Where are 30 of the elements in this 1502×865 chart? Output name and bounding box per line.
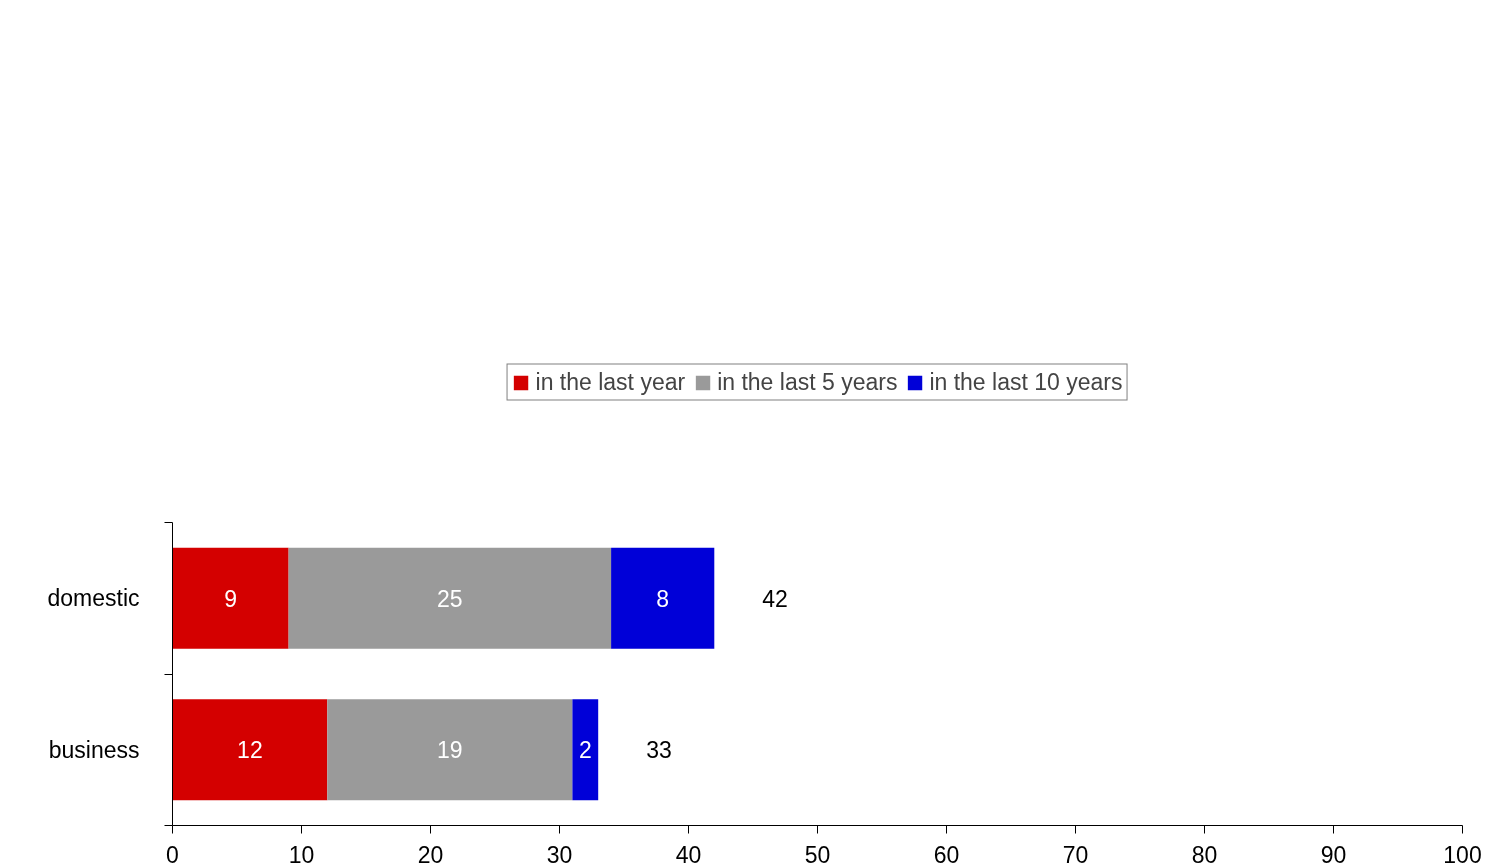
- bar: [172, 699, 328, 801]
- bar: [288, 547, 612, 649]
- x-tick-label: 30: [546, 841, 573, 865]
- x-tick-label: 60: [933, 841, 960, 865]
- legend-label: in the last 10 years: [929, 368, 1123, 396]
- x-tick-label: 90: [1320, 841, 1347, 865]
- data-label: 8: [656, 585, 670, 612]
- x-tick-label: 20: [417, 841, 444, 865]
- bar: [611, 547, 715, 649]
- legend-label: in the last year: [535, 368, 686, 396]
- x-tick-label: 10: [288, 841, 315, 865]
- data-label: 25: [437, 585, 463, 612]
- data-label: 9: [224, 585, 237, 612]
- bar: [172, 547, 289, 649]
- x-tick-label: 40: [675, 841, 702, 865]
- bar: [327, 699, 573, 801]
- x-tick-label: 80: [1191, 841, 1218, 865]
- bar: [572, 699, 599, 801]
- data-label: 2: [578, 737, 592, 764]
- total-label: 42: [762, 585, 788, 612]
- data-label: 19: [437, 737, 463, 764]
- x-tick-label: 70: [1062, 841, 1089, 865]
- data-label: 12: [237, 737, 263, 764]
- total-label: 33: [646, 737, 672, 764]
- y-tick-label: business: [48, 736, 140, 763]
- y-tick-label: domestic: [47, 585, 140, 612]
- x-tick-label: 0: [166, 841, 179, 865]
- x-tick-label: 100: [1443, 841, 1482, 865]
- legend-label: in the last 5 years: [717, 368, 898, 396]
- x-tick-label: 50: [804, 841, 831, 865]
